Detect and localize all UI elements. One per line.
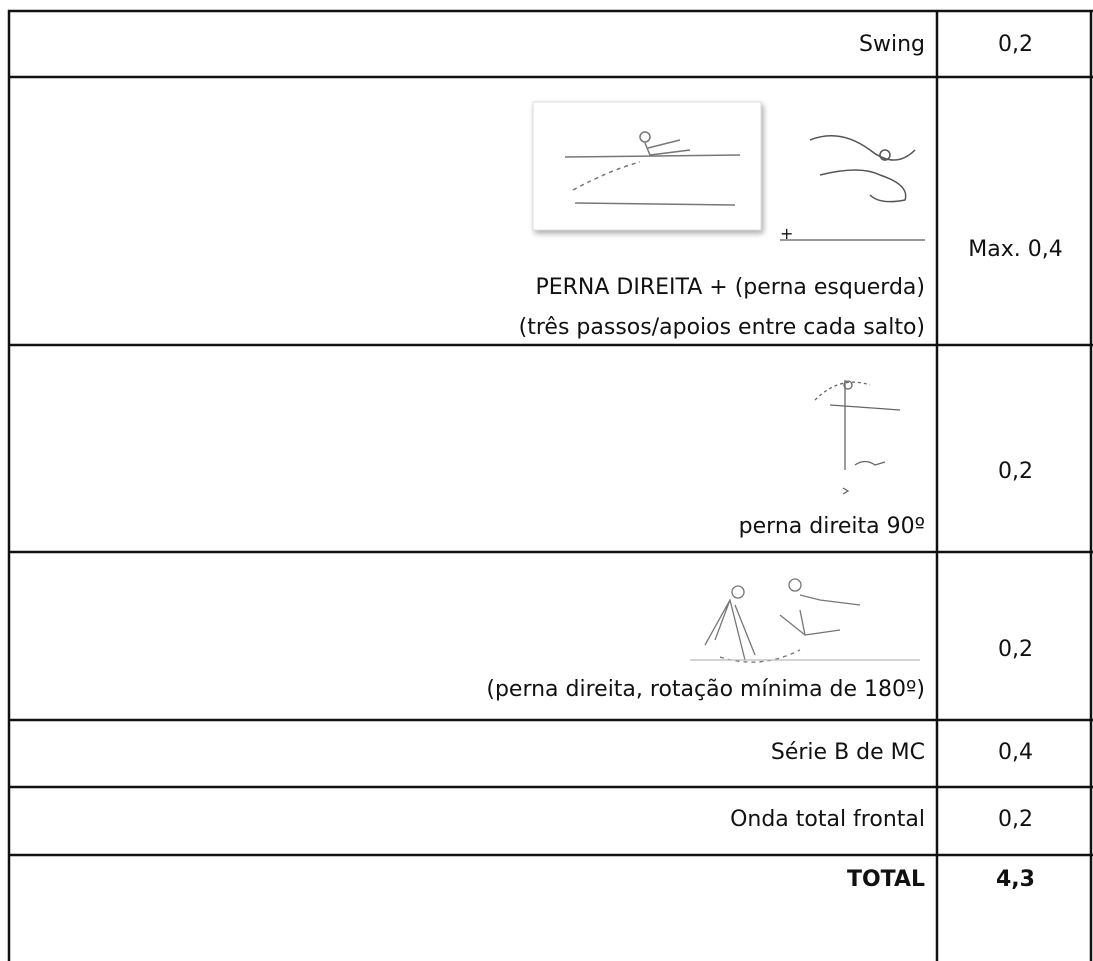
score: 0,2: [998, 807, 1033, 832]
description: Série B de MC: [770, 740, 925, 765]
description: Onda total frontal: [730, 807, 925, 832]
description: PERNA DIREITA + (perna esquerda): [535, 275, 925, 300]
total-label: TOTAL: [846, 867, 925, 892]
score: 0,2: [998, 459, 1033, 484]
connector: +: [780, 224, 794, 243]
score: 0,2: [998, 32, 1033, 57]
description: perna direita 90º: [738, 514, 925, 539]
borders: [7, 9, 1093, 961]
score: Max. 0,4: [968, 237, 1063, 262]
score: 0,4: [998, 740, 1033, 765]
total-score: 4,3: [996, 867, 1035, 892]
score: 0,2: [998, 637, 1033, 662]
description: (perna direita, rotação mínima de 180º): [486, 677, 925, 702]
sketch-leap-2: [780, 135, 925, 241]
description: (três passos/apoios entre cada salto): [518, 315, 925, 340]
sketch-leap-1: [532, 101, 762, 231]
sketch-pivot: [814, 380, 901, 495]
sketch-jump: [690, 578, 920, 663]
description: Swing: [859, 32, 925, 57]
